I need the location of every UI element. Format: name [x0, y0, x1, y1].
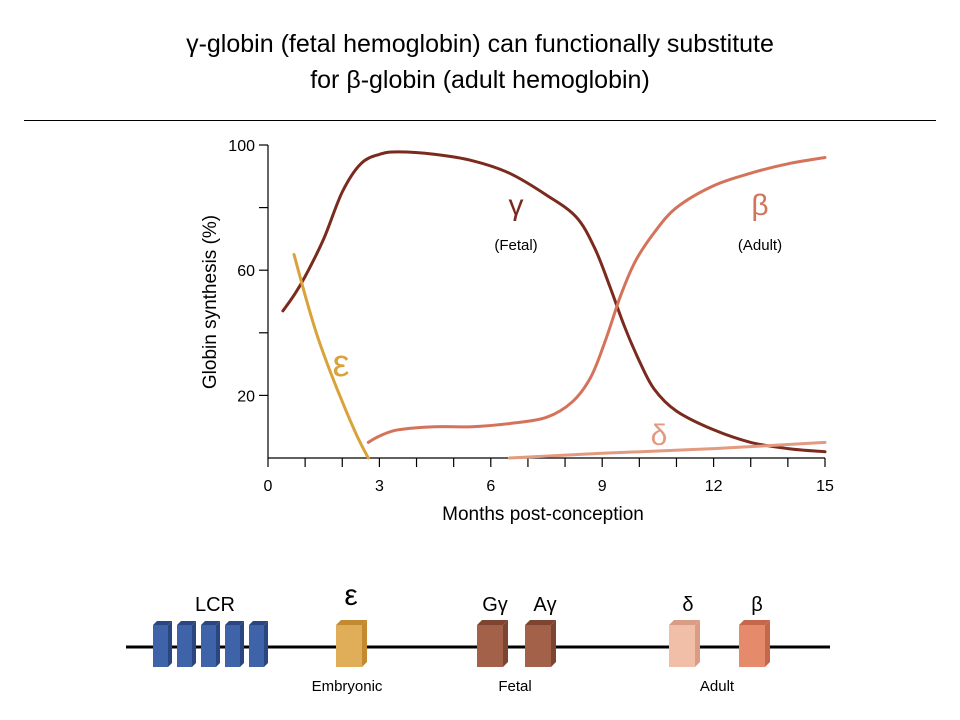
- series-line-0: [281, 150, 827, 454]
- x-axis-label: Months post-conception: [442, 504, 644, 525]
- lcr-block-2: [201, 621, 220, 667]
- group-label-2: Adult: [700, 678, 735, 695]
- series-label-1: β: [751, 189, 768, 222]
- chart-axes: 0 3 6 9 12 15 20 60 100: [228, 138, 834, 495]
- lcr-block-0-top: [153, 621, 172, 625]
- gene-block-4-face: [739, 625, 765, 667]
- series-label-0: γ: [509, 189, 524, 222]
- lcr-block-4: [249, 621, 268, 667]
- gene-label-3: δ: [682, 594, 693, 616]
- gene-block-1-top: [477, 620, 508, 625]
- gene-block-2-top: [525, 620, 556, 625]
- gene-label-1: Gγ: [482, 594, 508, 616]
- lcr-block-0: [153, 621, 172, 667]
- x-tick-label: 9: [598, 478, 607, 495]
- gene-block-0: [336, 620, 367, 667]
- gene-block-1: [477, 620, 508, 667]
- x-tick-label: 6: [486, 478, 495, 495]
- group-label-1: Fetal: [498, 678, 531, 695]
- lcr-block-1-top: [177, 621, 196, 625]
- x-tick-label: 12: [705, 478, 723, 495]
- y-tick-label: 60: [237, 263, 255, 280]
- x-tick-label: 0: [264, 478, 273, 495]
- gene-block-1-face: [477, 625, 503, 667]
- lcr-block-4-top: [249, 621, 268, 625]
- lcr-block-3: [225, 621, 244, 667]
- page-title: γ-globin (fetal hemoglobin) can function…: [0, 26, 960, 98]
- y-axis-label: Globin synthesis (%): [200, 215, 221, 389]
- y-tick-label: 20: [237, 388, 255, 405]
- gene-label-4: β: [751, 594, 763, 616]
- lcr-block-1-face: [177, 625, 192, 667]
- gene-label-0: ε: [344, 579, 357, 612]
- gene-block-0-top: [336, 620, 367, 625]
- series-label-3: δ: [651, 419, 668, 452]
- x-tick-label: 15: [816, 478, 834, 495]
- lcr-block-4-face: [249, 625, 264, 667]
- y-tick-label: 100: [228, 138, 255, 155]
- lcr-label: LCR: [195, 594, 235, 616]
- lcr-block-2-face: [201, 625, 216, 667]
- lcr-block-0-face: [153, 625, 168, 667]
- gene-block-0-side: [362, 620, 367, 667]
- lcr-block-0-side: [168, 621, 172, 667]
- gene-block-3-top: [669, 620, 700, 625]
- chart-series-labels: γ (Fetal) β (Adult) ε δ: [333, 189, 783, 452]
- lcr-block-3-side: [240, 621, 244, 667]
- series-line-2: [292, 253, 370, 460]
- lcr-block-3-top: [225, 621, 244, 625]
- gene-block-4-side: [765, 620, 770, 667]
- gene-block-4: [739, 620, 770, 667]
- gene-block-0-face: [336, 625, 362, 667]
- gene-block-2: [525, 620, 556, 667]
- gene-block-1-side: [503, 620, 508, 667]
- title-line-1: γ-globin (fetal hemoglobin) can function…: [186, 30, 774, 58]
- gene-block-2-side: [551, 620, 556, 667]
- series-label-2: ε: [333, 343, 350, 385]
- title-line-2: for β-globin (adult hemoglobin): [310, 66, 650, 94]
- series-line-3: [507, 440, 827, 460]
- lcr-block-1-side: [192, 621, 196, 667]
- gene-block-3-face: [669, 625, 695, 667]
- chart-curves: [281, 150, 827, 460]
- series-sublabel-0: (Fetal): [494, 237, 537, 254]
- gene-block-3: [669, 620, 700, 667]
- gene-block-4-top: [739, 620, 770, 625]
- lcr-block-2-side: [216, 621, 220, 667]
- lcr-block-3-face: [225, 625, 240, 667]
- lcr-block-2-top: [201, 621, 220, 625]
- gene-block-3-side: [695, 620, 700, 667]
- lcr-block-1: [177, 621, 196, 667]
- group-label-0: Embryonic: [312, 678, 383, 695]
- gene-map: LCR ε Gγ Aγ δ β Embryonic Fetal Adult: [126, 579, 830, 695]
- series-line-1: [366, 156, 827, 444]
- series-sublabel-1: (Adult): [738, 237, 782, 254]
- gene-label-2: Aγ: [533, 594, 556, 616]
- gene-block-2-face: [525, 625, 551, 667]
- lcr-block-4-side: [264, 621, 268, 667]
- x-tick-label: 3: [375, 478, 384, 495]
- title-divider: [24, 120, 936, 121]
